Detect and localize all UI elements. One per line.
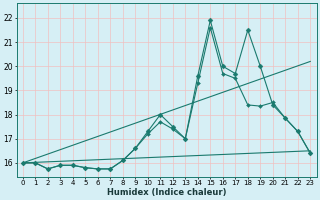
X-axis label: Humidex (Indice chaleur): Humidex (Indice chaleur) xyxy=(107,188,226,197)
